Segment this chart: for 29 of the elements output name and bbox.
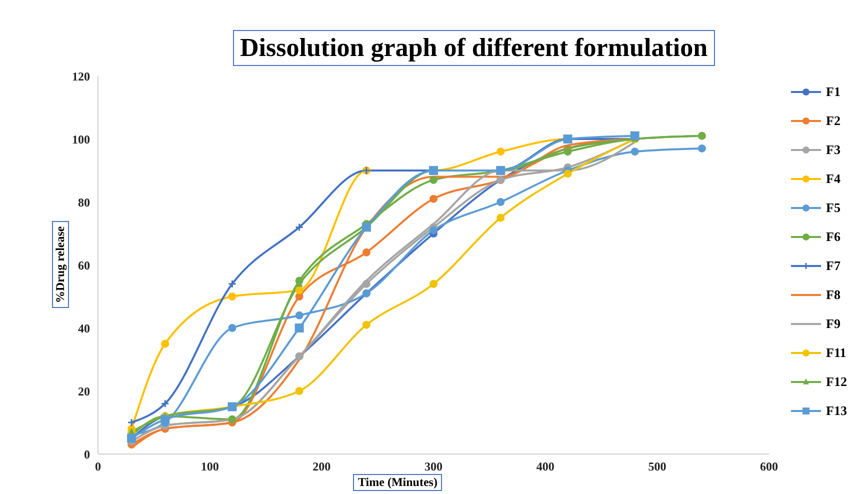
x-tick-label: 0: [95, 460, 101, 474]
legend-label: F3: [826, 142, 840, 158]
x-tick-label: 100: [200, 460, 219, 474]
legend-label: F2: [826, 112, 840, 128]
legend-label: F7: [826, 258, 840, 274]
x-tick-label: 300: [424, 460, 443, 474]
x-tick-label: 200: [312, 460, 331, 474]
legend-label: F9: [826, 316, 840, 332]
y-tick-label: 60: [78, 258, 90, 272]
x-tick-label: 600: [760, 460, 778, 474]
y-tick-label: 100: [72, 132, 90, 146]
x-axis-title: Time (Minutes): [353, 474, 442, 491]
y-tick-label: 20: [78, 384, 90, 398]
legend-label: F11: [826, 344, 846, 360]
y-tick-label: 80: [78, 195, 90, 210]
legend-label: F1: [826, 84, 840, 100]
y-tick-label: 0: [84, 447, 90, 462]
chart-title: Dissolution graph of different formulation: [233, 30, 715, 66]
x-tick-label: 400: [536, 460, 554, 474]
legend-label: F5: [826, 200, 840, 216]
legend-label: F4: [826, 170, 840, 186]
legend-label: F13: [826, 402, 847, 418]
x-tick-label: 500: [648, 460, 666, 474]
legend-label: F8: [826, 286, 840, 302]
y-tick-label: 120: [72, 69, 90, 84]
y-axis-title: %Drug release: [52, 221, 69, 308]
legend-label: F12: [826, 374, 847, 390]
legend-label: F6: [826, 228, 840, 244]
y-tick-label: 40: [78, 321, 90, 336]
